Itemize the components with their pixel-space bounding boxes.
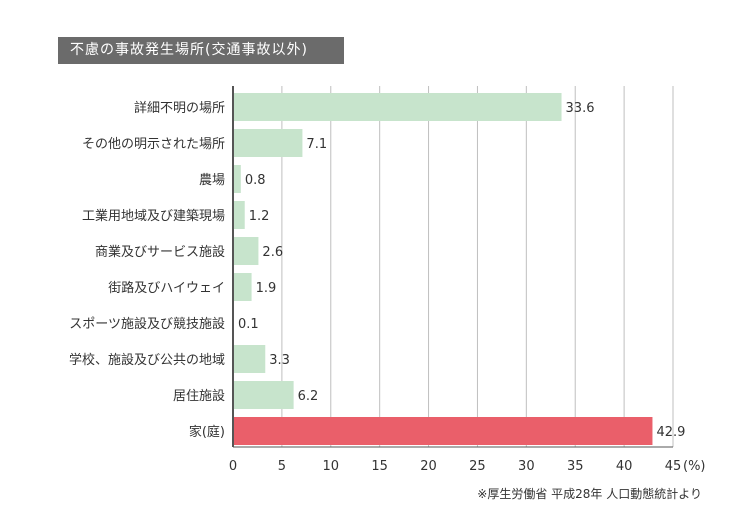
- bar: [233, 381, 294, 409]
- category-label: スポーツ施設及び競技施設: [69, 316, 225, 332]
- value-label: 42.9: [656, 425, 685, 440]
- bar: [233, 273, 252, 301]
- category-label: 詳細不明の場所: [134, 100, 225, 116]
- bar: [233, 417, 653, 445]
- category-label: 学校、施設及び公共の地域: [69, 352, 225, 368]
- x-tick-label: 30: [518, 459, 535, 474]
- bar: [233, 345, 266, 373]
- category-label: 工業用地域及び建築現場: [82, 208, 225, 224]
- x-tick-label: 15: [371, 459, 388, 474]
- x-tick-label: 10: [323, 459, 340, 474]
- chart-title: 不慮の事故発生場所(交通事故以外): [58, 37, 344, 64]
- category-label: 農場: [199, 173, 225, 188]
- value-label: 6.2: [298, 389, 319, 404]
- bar: [233, 237, 259, 265]
- value-label: 1.9: [256, 281, 277, 296]
- value-label: 1.2: [249, 209, 270, 224]
- bar: [233, 129, 303, 157]
- x-tick-label: 35: [567, 459, 584, 474]
- value-label: 33.6: [566, 101, 595, 116]
- value-label: 7.1: [306, 137, 327, 152]
- category-label: 街路及びハイウェイ: [108, 280, 225, 296]
- value-label: 0.1: [238, 317, 259, 332]
- value-label: 0.8: [245, 173, 266, 188]
- x-tick-label: 0: [229, 459, 237, 474]
- value-label: 2.6: [262, 245, 283, 260]
- x-unit-label: (%): [683, 459, 706, 474]
- source-note: ※厚生労働省 平成28年 人口動態統計より: [477, 487, 702, 501]
- value-label: 3.3: [269, 353, 290, 368]
- x-tick-label: 40: [616, 459, 633, 474]
- bar: [233, 165, 241, 193]
- x-tick-label: 5: [278, 459, 286, 474]
- category-label: 商業及びサービス施設: [95, 244, 225, 260]
- category-label: 居住施設: [173, 388, 225, 404]
- x-tick-label: 20: [420, 459, 437, 474]
- x-tick-label: 25: [469, 459, 486, 474]
- category-label: その他の明示された場所: [82, 137, 225, 152]
- bar: [233, 201, 245, 229]
- bar: [233, 93, 562, 121]
- x-tick-label: 45: [665, 459, 682, 474]
- category-label: 家(庭): [189, 424, 225, 440]
